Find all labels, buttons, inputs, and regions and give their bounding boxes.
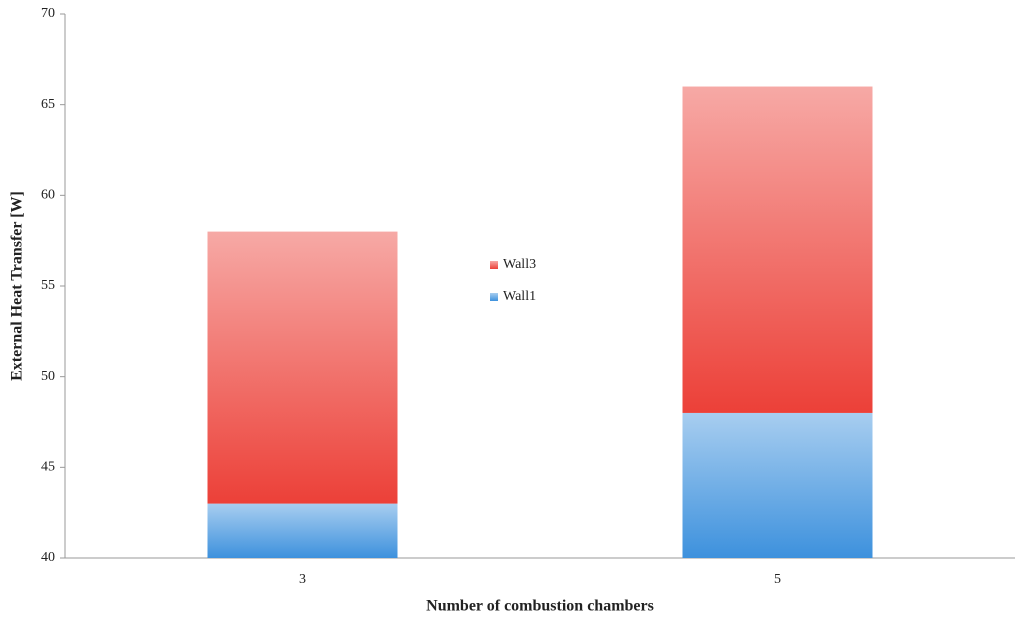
x-tick-label: 3 <box>299 572 306 587</box>
x-axis-title: Number of combustion chambers <box>426 598 654 615</box>
y-tick-label: 40 <box>41 550 55 565</box>
legend-swatch <box>490 293 498 301</box>
x-tick-label: 5 <box>774 572 781 587</box>
bar-segment <box>207 503 398 558</box>
y-tick-label: 65 <box>41 97 55 112</box>
y-tick-label: 60 <box>41 188 55 203</box>
y-axis-title: External Heat Transfer [W] <box>9 191 26 381</box>
bar-segment <box>682 86 873 413</box>
legend-label: Wall3 <box>503 257 536 272</box>
y-tick-label: 55 <box>41 278 55 293</box>
legend-swatch <box>490 261 498 269</box>
legend-label: Wall1 <box>503 289 536 304</box>
bar-segment <box>207 231 398 504</box>
bar-segment <box>682 412 873 558</box>
y-tick-label: 50 <box>41 369 55 384</box>
y-tick-label: 45 <box>41 460 55 475</box>
y-tick-label: 70 <box>41 6 55 21</box>
